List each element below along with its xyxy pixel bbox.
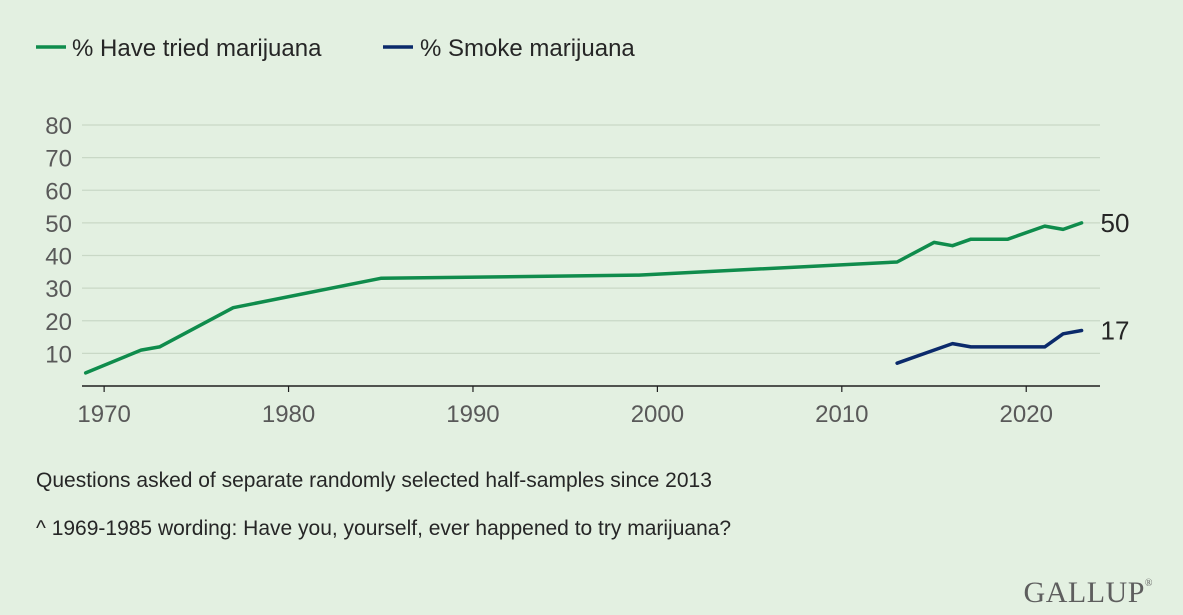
end-label-tried: 50 xyxy=(1101,208,1130,238)
legend-label-smoke: % Smoke marijuana xyxy=(420,35,635,62)
x-tick-label-2020: 2020 xyxy=(1000,401,1053,428)
registered-mark: ® xyxy=(1144,578,1153,589)
y-tick-label-60: 60 xyxy=(45,178,72,205)
gallup-logo-text: GALLUP xyxy=(1023,576,1145,609)
y-tick-label-80: 80 xyxy=(45,113,72,140)
x-tick-label-1990: 1990 xyxy=(446,401,499,428)
y-tick-label-20: 20 xyxy=(45,309,72,336)
legend-item-tried: % Have tried marijuana xyxy=(36,35,322,62)
series-line-tried xyxy=(83,221,1084,375)
y-tick-label-40: 40 xyxy=(45,244,72,271)
x-tick-label-1980: 1980 xyxy=(262,401,315,428)
y-tick-label-70: 70 xyxy=(45,146,72,173)
y-axis-tick-labels: 10 20 30 40 50 60 70 80 xyxy=(45,113,72,368)
y-tick-label-10: 10 xyxy=(45,341,72,368)
grid-lines xyxy=(82,124,1100,354)
gallup-logo: GALLUP® xyxy=(1024,576,1153,610)
legend: % Have tried marijuana % Smoke marijuana xyxy=(36,35,635,62)
legend-label-tried: % Have tried marijuana xyxy=(72,35,322,62)
series-lines xyxy=(83,221,1084,375)
y-tick-label-50: 50 xyxy=(45,211,72,238)
x-axis xyxy=(82,385,1100,392)
end-label-smoke: 17 xyxy=(1101,316,1130,346)
y-tick-label-30: 30 xyxy=(45,276,72,303)
series-line-smoke xyxy=(895,328,1084,365)
note-wording: ^ 1969-1985 wording: Have you, yourself,… xyxy=(36,517,732,540)
note-half-samples: Questions asked of separate randomly sel… xyxy=(36,469,712,492)
x-axis-tick-labels: 1970 1980 1990 2000 2010 2020 xyxy=(77,401,1052,428)
x-tick-label-2010: 2010 xyxy=(815,401,868,428)
legend-item-smoke: % Smoke marijuana xyxy=(383,35,635,62)
end-labels: 50 17 xyxy=(1101,208,1130,346)
x-tick-label-1970: 1970 xyxy=(77,401,130,428)
x-tick-label-2000: 2000 xyxy=(631,401,684,428)
